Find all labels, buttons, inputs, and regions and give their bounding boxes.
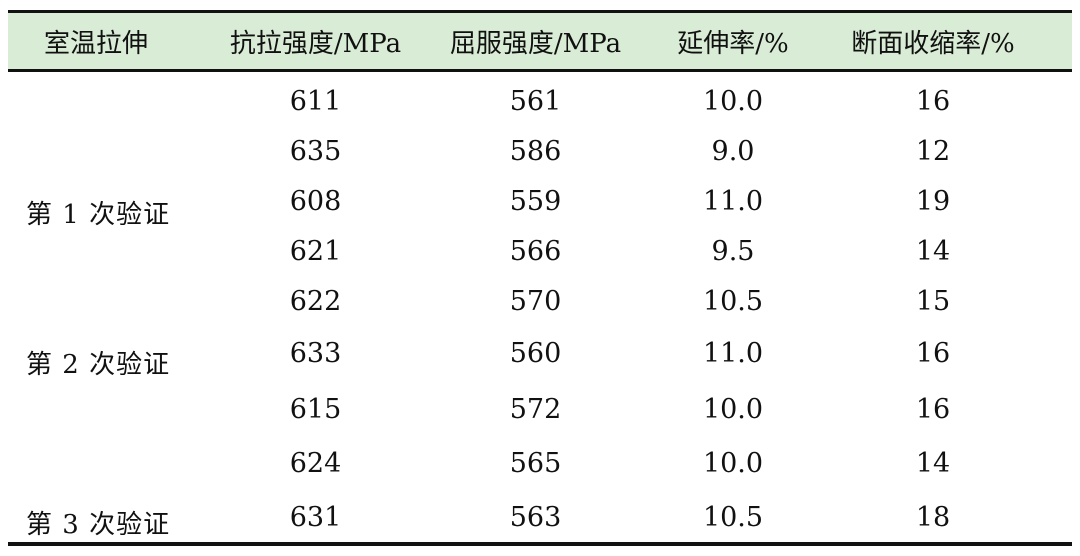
elongation-cell: 11.0 bbox=[702, 337, 764, 369]
reduction-cell: 14 bbox=[915, 235, 951, 267]
group-label-1: 第 1 次验证 bbox=[26, 200, 171, 230]
tensile-strength-cell: 631 bbox=[289, 501, 342, 533]
header-reduction-of-area: 断面收缩率/% bbox=[851, 28, 1015, 59]
yield-strength-cell: 565 bbox=[509, 447, 562, 479]
tensile-strength-cell: 621 bbox=[289, 235, 342, 267]
tensile-strength-cell: 611 bbox=[289, 85, 342, 117]
elongation-cell: 10.0 bbox=[702, 393, 764, 425]
table-body: 第 1 次验证 611 561 10.0 16 635 586 9.0 12 6… bbox=[8, 72, 1072, 542]
tensile-strength-cell: 615 bbox=[289, 393, 342, 425]
header-yield-strength: 屈服强度/MPa bbox=[449, 28, 622, 59]
tensile-strength-cell: 622 bbox=[289, 285, 342, 317]
table-row: 608 559 11.0 19 bbox=[8, 176, 1072, 226]
yield-strength-cell: 563 bbox=[509, 501, 562, 533]
yield-strength-cell: 570 bbox=[509, 285, 562, 317]
elongation-cell: 10.0 bbox=[702, 85, 764, 117]
table-row: 621 566 9.5 14 bbox=[8, 226, 1072, 276]
table-row: 631 563 10.5 18 bbox=[8, 492, 1072, 542]
header-rule bbox=[8, 69, 1072, 72]
table-row: 611 561 10.0 16 bbox=[8, 76, 1072, 126]
data-table: 室温拉伸 抗拉强度/MPa 屈服强度/MPa 延伸率/% 断面收缩率/% 第 1… bbox=[8, 10, 1072, 546]
yield-strength-cell: 561 bbox=[509, 85, 562, 117]
reduction-cell: 19 bbox=[915, 185, 951, 217]
header-test-type: 室温拉伸 bbox=[44, 28, 149, 59]
header-elongation: 延伸率/% bbox=[677, 28, 789, 59]
top-rule bbox=[8, 10, 1072, 13]
yield-strength-cell: 559 bbox=[509, 185, 562, 217]
tensile-strength-cell: 633 bbox=[289, 337, 342, 369]
reduction-cell: 15 bbox=[915, 285, 951, 317]
reduction-cell: 16 bbox=[915, 85, 951, 117]
elongation-cell: 10.5 bbox=[702, 501, 764, 533]
elongation-cell: 10.0 bbox=[702, 447, 764, 479]
table-row: 615 572 10.0 16 bbox=[8, 384, 1072, 434]
group-label-2: 第 2 次验证 bbox=[26, 350, 171, 380]
elongation-cell: 9.0 bbox=[711, 135, 755, 167]
table-row: 622 570 10.5 15 bbox=[8, 276, 1072, 326]
reduction-cell: 12 bbox=[915, 135, 951, 167]
elongation-cell: 9.5 bbox=[711, 235, 755, 267]
yield-strength-cell: 560 bbox=[509, 337, 562, 369]
bottom-rule bbox=[8, 542, 1072, 546]
yield-strength-cell: 572 bbox=[509, 393, 562, 425]
reduction-cell: 18 bbox=[915, 501, 951, 533]
reduction-cell: 14 bbox=[915, 447, 951, 479]
tensile-strength-cell: 624 bbox=[289, 447, 342, 479]
elongation-cell: 11.0 bbox=[702, 185, 764, 217]
table-row: 624 565 10.0 14 bbox=[8, 438, 1072, 488]
table-row: 633 560 11.0 16 bbox=[8, 328, 1072, 378]
tensile-strength-cell: 635 bbox=[289, 135, 342, 167]
header-tensile-strength: 抗拉强度/MPa bbox=[229, 28, 402, 59]
table-header: 室温拉伸 抗拉强度/MPa 屈服强度/MPa 延伸率/% 断面收缩率/% bbox=[8, 13, 1072, 69]
tensile-strength-cell: 608 bbox=[289, 185, 342, 217]
yield-strength-cell: 566 bbox=[509, 235, 562, 267]
table-row: 635 586 9.0 12 bbox=[8, 126, 1072, 176]
elongation-cell: 10.5 bbox=[702, 285, 764, 317]
yield-strength-cell: 586 bbox=[509, 135, 562, 167]
reduction-cell: 16 bbox=[915, 393, 951, 425]
reduction-cell: 16 bbox=[915, 337, 951, 369]
group-label-3: 第 3 次验证 bbox=[26, 510, 171, 540]
